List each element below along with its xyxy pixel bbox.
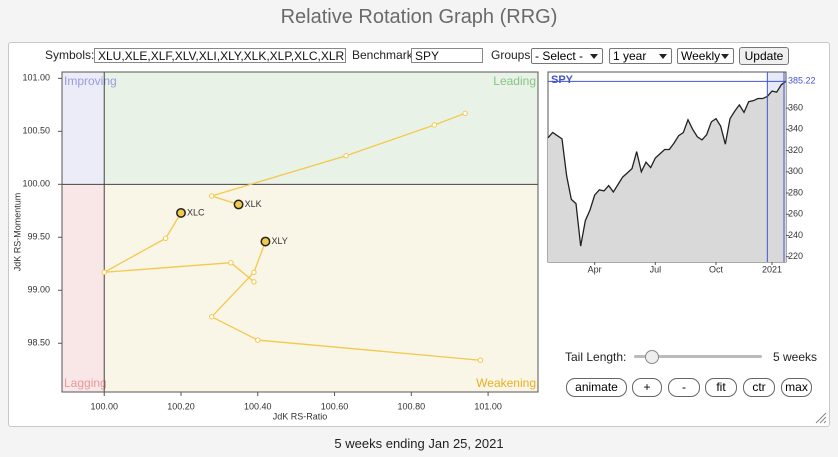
y-tick-label: 99.50 <box>27 232 50 242</box>
quadrant <box>104 72 539 185</box>
head-point <box>233 199 244 210</box>
tail-point <box>162 235 169 242</box>
y-tick-label: 99.00 <box>27 285 50 295</box>
area <box>548 81 786 262</box>
max-button[interactable]: max <box>781 378 812 397</box>
x-tick-label: Jul <box>650 264 662 274</box>
slider-track[interactable] <box>634 355 762 358</box>
x-tick-label: 100.40 <box>244 401 272 411</box>
fit-button[interactable]: fit <box>705 378 737 397</box>
y-tick-label: 280 <box>788 187 803 197</box>
series-label: XLY <box>271 236 287 246</box>
y-tick-label: 100.00 <box>22 179 50 189</box>
tail-point <box>251 269 257 275</box>
tail-point <box>462 110 468 117</box>
update-button[interactable]: Update <box>739 47 789 65</box>
benchmark-label: Benchmark: <box>352 48 417 62</box>
center-button[interactable]: ctr <box>743 378 775 397</box>
period-select[interactable]: 1 year <box>609 48 672 64</box>
tail-point <box>255 337 261 343</box>
tail-point <box>209 193 215 199</box>
plot-border <box>61 71 539 393</box>
tail-point <box>228 260 234 266</box>
tail-point <box>343 153 349 159</box>
symbols-label: Symbols: <box>45 48 95 62</box>
y-tick-label: 260 <box>788 209 803 219</box>
quadrant-label: Lagging <box>64 376 107 390</box>
quadrant-label: Leading <box>493 74 536 88</box>
x-tick-label: 2021 <box>762 264 782 274</box>
x-tick-label: 101.00 <box>474 401 502 411</box>
y-tick-label: 100.50 <box>22 126 50 136</box>
y-tick-label: 101.00 <box>22 73 50 83</box>
x-tick-label: 100.20 <box>167 401 195 411</box>
tail-point <box>431 122 438 128</box>
tail-length-label: Tail Length: <box>565 350 627 364</box>
head-point <box>176 207 186 218</box>
x-tick-label: Oct <box>709 264 724 274</box>
series-label: XLK <box>245 199 262 209</box>
quadrant <box>62 72 105 185</box>
chart-title: SPY <box>551 74 574 86</box>
last-value-label: 385.22 <box>788 76 816 86</box>
y-tick-label: 300 <box>788 166 803 176</box>
groups-label: Groups: <box>491 48 534 62</box>
quadrant <box>104 184 539 392</box>
tail-point <box>251 279 257 285</box>
tail-length-value: 5 weeks <box>773 350 818 364</box>
y-tick-label: 240 <box>788 230 803 240</box>
x-tick-label: Apr <box>588 264 602 274</box>
quadrant-label: Weakening <box>476 376 536 390</box>
y-tick-label: 220 <box>788 251 803 261</box>
y-tick-label: 340 <box>788 124 803 134</box>
frequency-select[interactable]: Weekly <box>677 48 734 64</box>
y-tick-label: 360 <box>788 102 803 112</box>
x-tick-label: 100.80 <box>398 401 426 411</box>
tail-point <box>101 269 107 275</box>
slider-knob[interactable] <box>645 350 659 364</box>
x-tick-label: 100.00 <box>90 401 118 411</box>
tail-point <box>209 314 215 320</box>
series-label: XLC <box>187 207 205 217</box>
price-line <box>547 80 787 247</box>
quadrant <box>62 184 105 392</box>
zoom-in-button[interactable]: + <box>632 378 662 397</box>
y-tick-label: 320 <box>788 145 803 155</box>
quadrant-label: Improving <box>64 74 117 88</box>
y-tick-label: 98.50 <box>27 338 50 348</box>
footer: 5 weeks ending Jan 25, 2021 <box>334 436 504 451</box>
animate-button[interactable]: animate <box>566 378 627 397</box>
y-axis-label: JdK RS-Momentum <box>12 193 22 272</box>
benchmark-input[interactable]: SPY <box>411 48 483 63</box>
x-axis-label: JdK RS-Ratio <box>273 411 328 421</box>
page-title: Relative Rotation Graph (RRG) <box>280 6 558 28</box>
zoom-out-button[interactable]: - <box>668 378 700 397</box>
resize-grip <box>815 412 827 424</box>
tail-point <box>477 357 484 363</box>
groups-select[interactable]: - Select - <box>531 48 603 64</box>
head-point <box>260 236 271 247</box>
x-tick-label: 100.60 <box>321 401 349 411</box>
symbols-input[interactable]: XLU,XLE,XLF,XLV,XLI,XLY,XLK,XLP,XLC,XLRE… <box>94 48 346 63</box>
